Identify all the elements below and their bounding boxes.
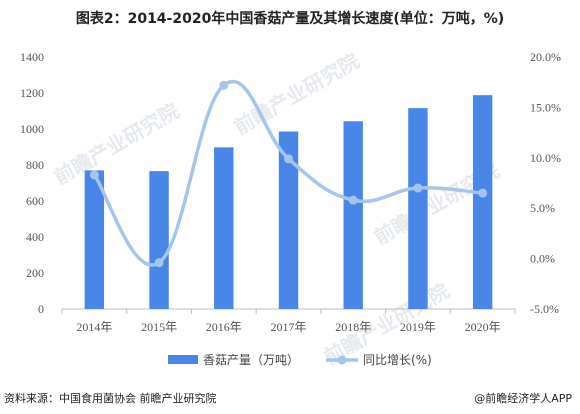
- y-right-tick-label: -5.0%: [530, 302, 559, 316]
- y-right-tick-label: 5.0%: [530, 201, 555, 215]
- x-tick-label: 2016年: [206, 320, 242, 334]
- y-right-tick-label: 15.0%: [530, 100, 561, 114]
- x-tick-label: 2018年: [335, 320, 371, 334]
- x-tick-label: 2019年: [400, 320, 436, 334]
- brand-note: @前瞻经济学人APP: [474, 392, 572, 405]
- bar-2017年: [278, 131, 299, 309]
- x-tick-label: 2020年: [465, 320, 501, 334]
- growth-point-2018年: [348, 195, 358, 205]
- growth-point-2019年: [413, 183, 423, 193]
- x-tick-label: 2014年: [76, 320, 112, 334]
- legend-swatch-bar: [168, 355, 198, 364]
- y-right-tick-label: 0.0%: [530, 252, 555, 266]
- y-right-tick-label: 20.0%: [530, 50, 561, 64]
- y-left-tick-label: 1200: [20, 86, 44, 100]
- bar-2020年: [472, 95, 493, 309]
- x-tick-label: 2015年: [141, 320, 177, 334]
- growth-line: [92, 80, 485, 267]
- bar-2018年: [343, 121, 363, 309]
- chart-title: 图表2：2014-2020年中国香菇产量及其增长速度(单位：万吨，%): [75, 11, 505, 27]
- bar-2015年: [149, 171, 169, 309]
- legend-label-line: 同比增长(%): [363, 353, 432, 367]
- bar-2014年: [84, 170, 105, 309]
- line-series: [89, 80, 488, 268]
- growth-point-2016年: [219, 80, 229, 90]
- legend-swatch-marker: [337, 355, 347, 365]
- y-right-tick-label: 10.0%: [530, 151, 561, 165]
- y-left-tick-label: 0: [38, 302, 44, 316]
- growth-point-2015年: [154, 258, 164, 268]
- y-left-tick-label: 1000: [20, 122, 44, 136]
- bar-2019年: [408, 108, 428, 310]
- growth-point-2017年: [284, 154, 293, 164]
- legend: 香菇产量（万吨） 同比增长(%): [168, 353, 432, 367]
- y-left-tick-label: 800: [26, 158, 44, 172]
- legend-label-bar: 香菇产量（万吨）: [203, 353, 299, 367]
- source-note: 资料来源：中国食用菌协会 前瞻产业研究院: [4, 392, 217, 405]
- y-left-tick-label: 1400: [20, 50, 44, 64]
- growth-point-2020年: [478, 188, 488, 198]
- y-left-tick-label: 200: [26, 266, 44, 280]
- bar-series: [84, 95, 493, 310]
- x-tick-label: 2017年: [270, 320, 306, 334]
- y-left-tick-label: 400: [26, 230, 44, 244]
- tick-labels: 0 200 400 600 800 1000 1200 1400 -5.0% 0.0% 5.0% 10…: [20, 50, 561, 334]
- growth-point-2014年: [89, 170, 99, 180]
- axes: [61, 308, 516, 314]
- y-left-tick-label: 600: [26, 194, 44, 208]
- bar-2016年: [214, 147, 234, 309]
